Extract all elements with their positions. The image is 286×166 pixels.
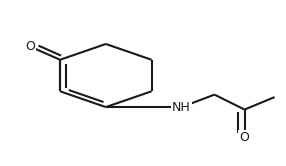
Text: NH: NH	[172, 101, 191, 114]
Text: O: O	[25, 40, 35, 53]
Text: O: O	[240, 131, 249, 144]
